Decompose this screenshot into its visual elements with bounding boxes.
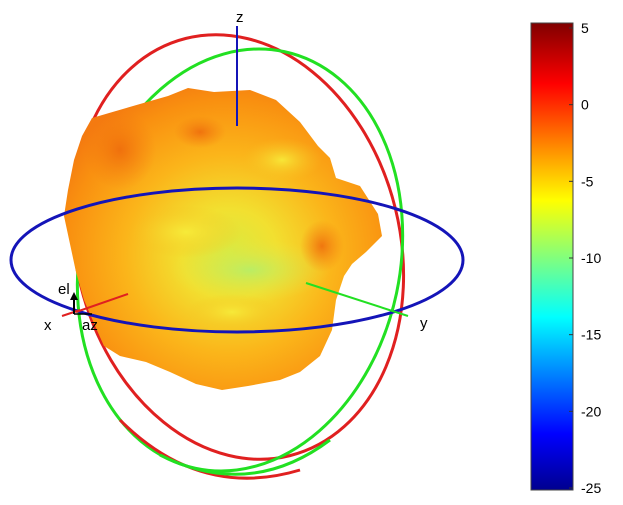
x-axis [75,293,129,313]
colorbar-tick-label: -20 [581,403,601,419]
colorbar-tick-label: -10 [581,250,601,266]
x-axis-origin [61,309,81,317]
pattern-surface [64,88,382,390]
el-label: el [58,281,70,298]
y-axis-label: y [420,315,428,332]
colorbar-tick-label: -25 [581,480,601,496]
x-axis-label: x [44,317,52,334]
y-axis [305,282,409,317]
colorbar-ticks: 5 0 -5 -10 -15 -20 -25 [569,20,601,496]
colorbar-tick-label: 5 [581,20,589,36]
colorbar-tick-label: -15 [581,327,601,343]
colorbar [530,22,574,491]
az-el-marker [70,292,92,315]
yz-circle-front [159,438,331,476]
xy-circle [9,186,465,334]
az-label: az [82,317,98,334]
z-axis-label: z [236,9,244,26]
colorbar-tick-label: 0 [581,97,589,113]
colorbar-tick-label: -5 [581,173,594,189]
